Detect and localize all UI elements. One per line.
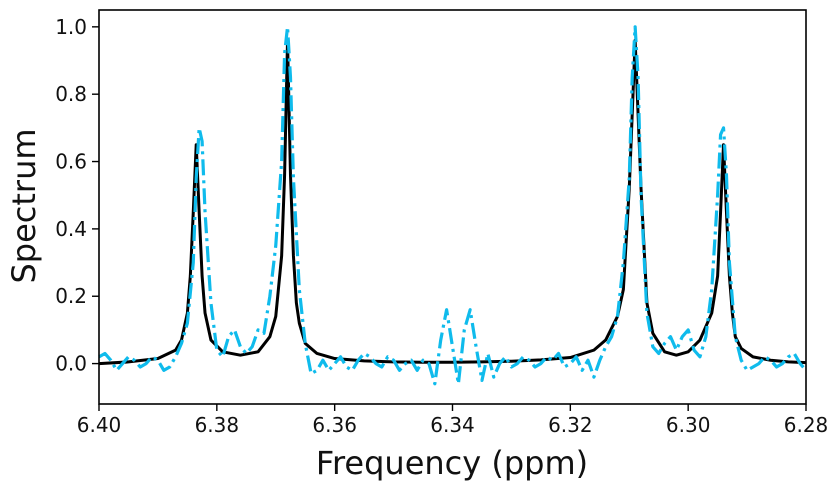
x-tick-label: 6.28 bbox=[784, 413, 829, 437]
x-tick-label: 6.34 bbox=[430, 413, 475, 437]
y-axis-label: Spectrum bbox=[5, 128, 43, 283]
x-tick-label: 6.30 bbox=[666, 413, 711, 437]
plot-frame bbox=[98, 9, 807, 405]
x-tick-label: 6.32 bbox=[548, 413, 593, 437]
plot-lines bbox=[98, 25, 808, 386]
y-tick-label: 0.8 bbox=[55, 82, 87, 106]
x-tick-label: 6.36 bbox=[312, 413, 357, 437]
x-tick-label: 6.40 bbox=[77, 413, 122, 437]
y-tick-label: 0.6 bbox=[55, 150, 87, 174]
y-tick-label: 0.4 bbox=[55, 217, 87, 241]
y-ticks: 0.0 0.2 0.4 0.6 0.8 1.0 bbox=[55, 15, 99, 376]
y-tick-label: 0.2 bbox=[55, 284, 87, 308]
x-tick-label: 6.38 bbox=[195, 413, 240, 437]
x-axis-label: Frequency (ppm) bbox=[316, 444, 588, 482]
series-line-dashdot bbox=[98, 25, 808, 386]
x-ticks: 6.40 6.38 6.36 6.34 6.32 6.30 6.28 bbox=[77, 404, 829, 437]
series-line-solid bbox=[98, 38, 807, 366]
y-tick-label: 0.0 bbox=[55, 352, 87, 376]
y-tick-label: 1.0 bbox=[55, 15, 87, 39]
